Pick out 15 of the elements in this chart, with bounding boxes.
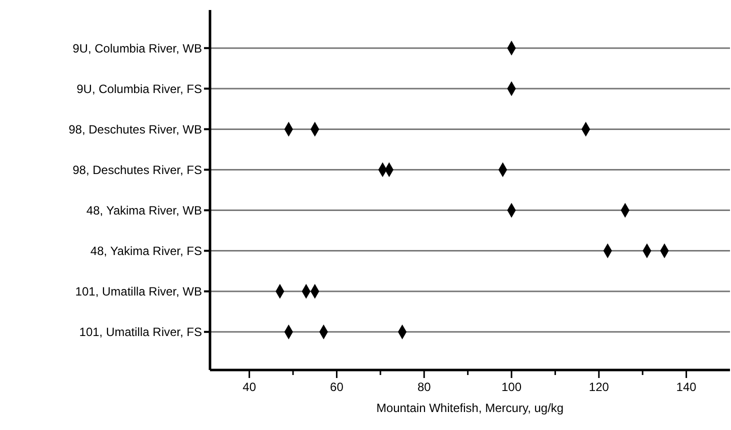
x-tick-label: 60 bbox=[330, 380, 344, 394]
x-tick-label: 140 bbox=[676, 380, 697, 394]
y-tick-label: 98, Deschutes River, FS bbox=[72, 162, 202, 177]
x-tick-label: 80 bbox=[417, 380, 432, 394]
y-tick-label: 9U, Columbia River, WB bbox=[72, 41, 202, 56]
x-tick-label: 40 bbox=[242, 380, 256, 394]
x-tick-label: 100 bbox=[501, 380, 522, 394]
x-tick-label: 120 bbox=[588, 380, 610, 394]
y-tick-label: 101, Umatilla River, WB bbox=[75, 284, 202, 299]
x-axis-title: Mountain Whitefish, Mercury, ug/kg bbox=[376, 401, 564, 415]
y-tick-label: 9U, Columbia River, FS bbox=[76, 82, 202, 96]
y-tick-label: 98, Deschutes River, WB bbox=[68, 122, 202, 136]
y-tick-label: 48, Yakima River, WB bbox=[86, 204, 202, 218]
y-tick-label: 48, Yakima River, FS bbox=[90, 244, 202, 258]
y-tick-label: 101, Umatilla River, FS bbox=[79, 325, 202, 340]
